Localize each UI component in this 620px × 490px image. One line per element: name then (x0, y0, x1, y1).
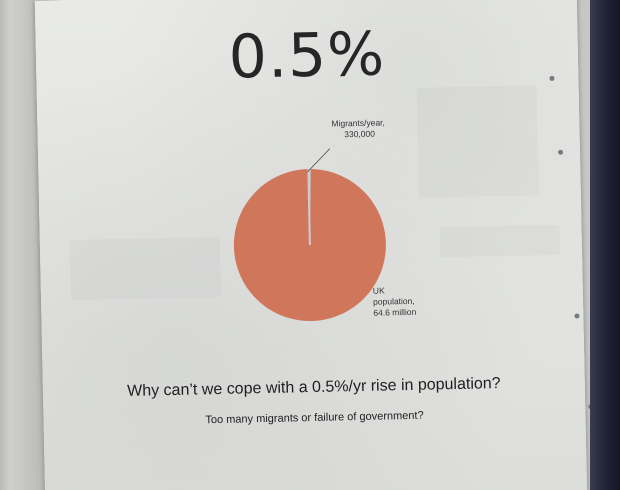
migrants-label-line-1: Migrants/year, (331, 117, 385, 128)
pie-chart: Migrants/year, 330,000 UK population, 64… (233, 117, 418, 322)
population-label-line-3: 64.6 million (373, 307, 416, 318)
pie-slice-migrants-edge (307, 169, 311, 246)
population-label-line-1: UK (373, 285, 385, 295)
population-label-line-2: population, (373, 296, 415, 307)
migrants-leader-line (307, 148, 331, 173)
migrants-label-line-2: 330,000 (344, 129, 375, 140)
question-text: Why can’t we cope with a 0.5%/yr rise in… (126, 375, 501, 400)
newspaper-page: 0.5% Migrants/year, 330,000 UK populatio… (34, 0, 594, 490)
binder-edge (590, 0, 620, 490)
population-slice-label: UK population, 64.6 million (373, 285, 418, 318)
pie-slice-population (233, 169, 386, 322)
subquestion-text: Too many migrants or failure of governme… (205, 409, 424, 427)
migrants-slice-label: Migrants/year, 330,000 (331, 117, 387, 139)
